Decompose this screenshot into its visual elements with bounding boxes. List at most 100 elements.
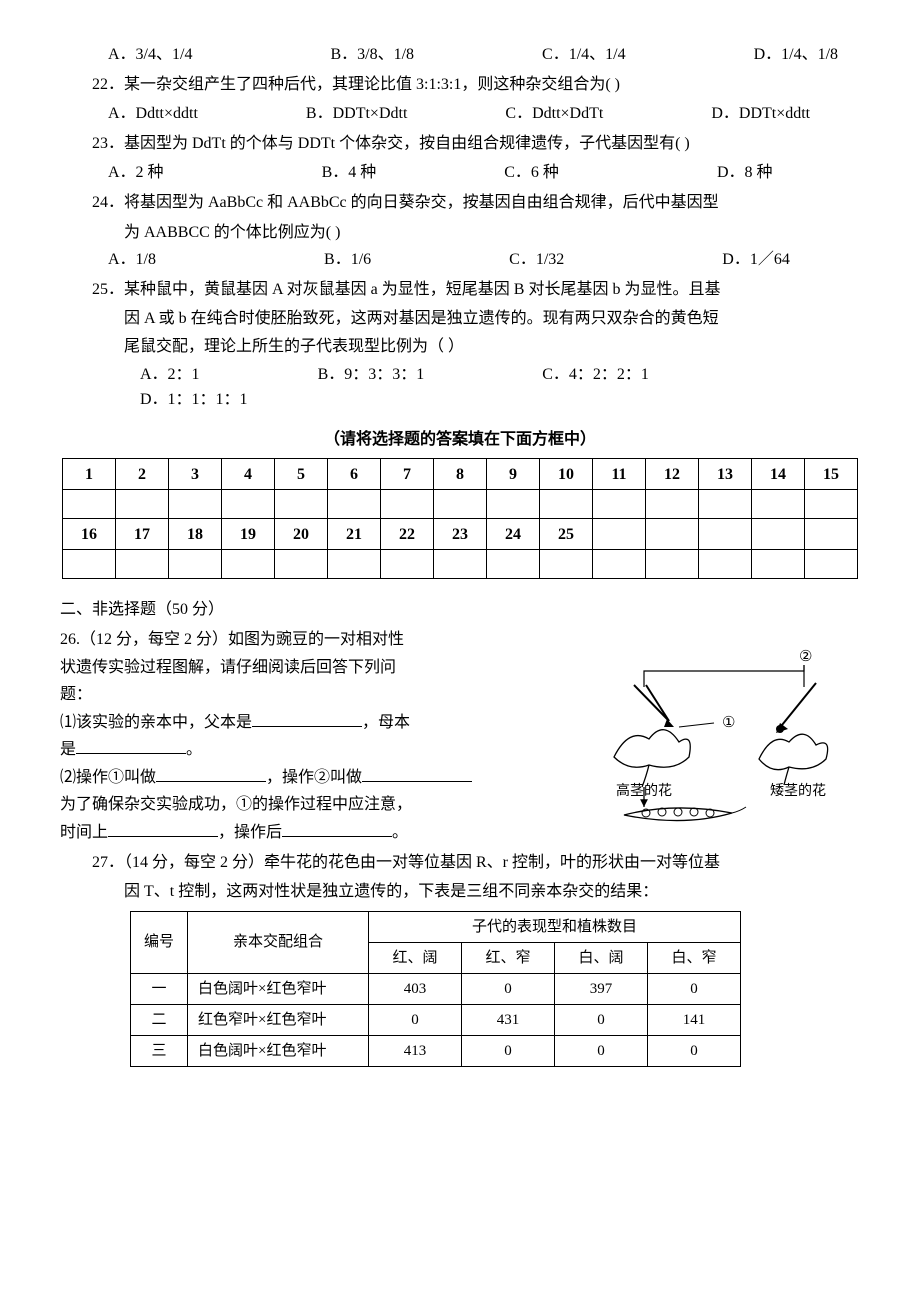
q27-table: 编号 亲本交配组合 子代的表现型和植株数目 红、阔红、窄白、阔白、窄 一白色阔叶… <box>130 911 741 1067</box>
q27-subhead-cell: 白、阔 <box>555 942 648 973</box>
answer-grid-blank-cell[interactable] <box>116 490 169 519</box>
blank[interactable] <box>108 820 218 837</box>
answer-grid-blank-cell[interactable] <box>646 490 699 519</box>
q25-opt-c: C．4：2：2：1 <box>542 362 649 388</box>
answer-grid-cell: 24 <box>487 519 540 550</box>
answer-grid-blank-cell[interactable] <box>752 490 805 519</box>
answer-grid-cell: 4 <box>222 459 275 490</box>
answer-grid-row2: 16171819202122232425 <box>63 519 858 550</box>
q26-p2b: ，操作②叫做 <box>266 769 362 786</box>
q25-opt-a: A．2：1 <box>140 362 200 388</box>
q27-data-cell: 141 <box>648 1004 741 1035</box>
answer-grid-blank-cell[interactable] <box>699 550 752 579</box>
answer-grid-blank-cell[interactable] <box>222 550 275 579</box>
answer-grid-blank-cell[interactable] <box>328 550 381 579</box>
q25-line2: 因 A 或 b 在纯合时使胚胎致死，这两对基因是独立遗传的。现有两只双杂合的黄色… <box>60 306 860 332</box>
answer-grid-row1: 123456789101112131415 <box>63 459 858 490</box>
q22-text: 22．某一杂交组产生了四种后代，其理论比值 3:1:3:1，则这种杂交组合为( … <box>60 72 860 98</box>
answer-grid-cell: 8 <box>434 459 487 490</box>
answer-grid-blank-cell[interactable] <box>805 550 858 579</box>
answer-grid-cell <box>646 519 699 550</box>
section2-title: 二、非选择题（50 分） <box>60 597 860 623</box>
q26-p4c: 。 <box>392 824 408 841</box>
answer-grid-cell: 14 <box>752 459 805 490</box>
answer-grid-blank-cell[interactable] <box>116 550 169 579</box>
q27-data-cell: 403 <box>369 973 462 1004</box>
q21-opt-a: A．3/4、1/4 <box>108 42 192 68</box>
q27-l1: 27．（14 分，每空 2 分）牵牛花的花色由一对等位基因 R、r 控制，叶的形… <box>60 850 860 876</box>
q26-p1a: ⑴该实验的亲本中，父本是 <box>60 714 252 731</box>
tall-flower-icon <box>614 730 690 787</box>
answer-grid-blank-cell[interactable] <box>222 490 275 519</box>
answer-grid-blank-cell[interactable] <box>487 490 540 519</box>
answer-grid-blank-cell[interactable] <box>434 550 487 579</box>
answer-grid-blank-cell[interactable] <box>169 490 222 519</box>
answer-grid-blank-cell[interactable] <box>540 490 593 519</box>
answer-grid-cell: 2 <box>116 459 169 490</box>
q25-opt-d: D．1：1：1：1 <box>140 387 248 413</box>
answer-grid-note: （请将选择题的答案填在下面方框中） <box>60 427 860 453</box>
answer-grid-blank-cell[interactable] <box>752 550 805 579</box>
answer-grid-blank-cell[interactable] <box>805 490 858 519</box>
q23-text: 23．基因型为 DdTt 的个体与 DDTt 个体杂交，按自由组合规律遗传，子代… <box>60 131 860 157</box>
answer-grid-blank-cell[interactable] <box>381 490 434 519</box>
q26-p1c: 是。 <box>60 737 540 763</box>
q24-opt-c: C．1/32 <box>509 247 564 273</box>
q27-th-id: 编号 <box>131 911 188 973</box>
answer-grid-blank-cell[interactable] <box>63 550 116 579</box>
q21-options: A．3/4、1/4 B．3/8、1/8 C．1/4、1/4 D．1/4、1/8 <box>60 42 860 68</box>
q25-options: A．2：1 B．9：3：3：1 C．4：2：2：1 D．1：1：1：1 <box>60 362 860 413</box>
answer-grid-cell: 11 <box>593 459 646 490</box>
q21-opt-b: B．3/8、1/8 <box>330 42 414 68</box>
q24-opt-d: D．1／64 <box>722 247 790 273</box>
answer-grid-blank-cell[interactable] <box>646 550 699 579</box>
q22-opt-d: D．DDTt×ddtt <box>711 101 810 127</box>
answer-grid-row1-blank <box>63 490 858 519</box>
blank[interactable] <box>282 820 392 837</box>
q24-line1: 24．将基因型为 AaBbCc 和 AABbCc 的向日葵杂交，按基因自由组合规… <box>60 190 860 216</box>
blank[interactable] <box>362 765 472 782</box>
label-1: ① <box>722 715 735 731</box>
blank[interactable] <box>156 765 266 782</box>
q23-opt-a: A．2 种 <box>108 160 164 186</box>
answer-grid-blank-cell[interactable] <box>487 550 540 579</box>
q23-opt-c: C．6 种 <box>504 160 559 186</box>
q22-opt-c: C．Ddtt×DdTt <box>505 101 603 127</box>
q26-p4: 时间上，操作后。 <box>60 820 540 846</box>
pea-flower-diagram: ② ① <box>554 647 854 827</box>
q27-subhead-cell: 白、窄 <box>648 942 741 973</box>
answer-grid-cell: 5 <box>275 459 328 490</box>
answer-grid-blank-cell[interactable] <box>63 490 116 519</box>
brush-right-icon <box>776 683 816 733</box>
answer-grid-blank-cell[interactable] <box>699 490 752 519</box>
q27-data-cell: 白色阔叶×红色窄叶 <box>188 973 369 1004</box>
q21-opt-c: C．1/4、1/4 <box>542 42 626 68</box>
answer-grid-blank-cell[interactable] <box>593 550 646 579</box>
answer-grid-cell: 7 <box>381 459 434 490</box>
answer-grid-blank-cell[interactable] <box>434 490 487 519</box>
q27-subhead-cell: 红、窄 <box>462 942 555 973</box>
answer-grid-blank-cell[interactable] <box>328 490 381 519</box>
blank[interactable] <box>76 737 186 754</box>
q27-data-cell: 0 <box>462 973 555 1004</box>
q25-line3: 尾鼠交配，理论上所生的子代表现型比例为（ ） <box>60 334 860 360</box>
answer-grid-blank-cell[interactable] <box>593 490 646 519</box>
answer-grid-cell: 25 <box>540 519 593 550</box>
label-2: ② <box>799 649 812 665</box>
answer-grid-blank-cell[interactable] <box>540 550 593 579</box>
q25-line1: 25．某种鼠中，黄鼠基因 A 对灰鼠基因 a 为显性，短尾基因 B 对长尾基因 … <box>60 277 860 303</box>
q26: 26.（12 分，每空 2 分）如图为豌豆的一对相对性 状遗传实验过程图解，请仔… <box>60 627 860 846</box>
answer-grid-blank-cell[interactable] <box>275 490 328 519</box>
answer-grid-blank-cell[interactable] <box>275 550 328 579</box>
answer-grid-blank-cell[interactable] <box>169 550 222 579</box>
answer-grid-cell: 22 <box>381 519 434 550</box>
q27-data-cell: 431 <box>462 1004 555 1035</box>
q27-data-cell: 二 <box>131 1004 188 1035</box>
answer-grid-cell: 10 <box>540 459 593 490</box>
answer-grid-cell: 15 <box>805 459 858 490</box>
answer-grid-cell: 12 <box>646 459 699 490</box>
answer-grid-blank-cell[interactable] <box>381 550 434 579</box>
answer-grid-cell <box>593 519 646 550</box>
q23-opt-b: B．4 种 <box>322 160 377 186</box>
blank[interactable] <box>252 710 362 727</box>
